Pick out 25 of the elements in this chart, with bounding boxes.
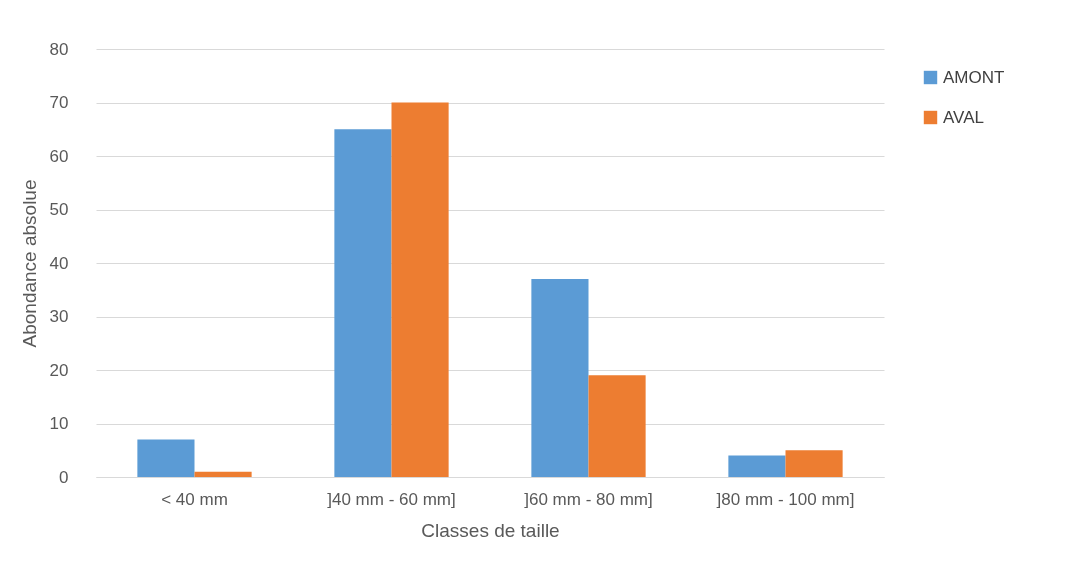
y-tick-label: 60 [49,146,69,166]
bar [391,102,449,477]
y-tick-label: 50 [49,200,69,219]
y-tick-label: 10 [49,414,69,433]
x-tick-label: ]40 mm - 60 mm] [327,489,456,509]
y-tick-label: 20 [49,360,69,380]
y-axis-title: Abondance absolue [18,179,40,348]
x-tick-label: < 40 mm [161,489,228,509]
bar [194,471,252,477]
y-tick-label: 80 [49,39,69,59]
legend-label: AMONT [943,67,1005,87]
y-tick-label: 70 [49,93,69,112]
bar [785,450,843,477]
y-tick-label: 40 [49,253,69,273]
y-tick-label: 0 [59,467,69,487]
bar [334,129,392,477]
legend-label: AVAL [943,107,984,127]
bar [588,375,646,477]
bar [137,439,195,477]
bar [728,455,786,477]
y-tick-label: 30 [49,307,69,326]
x-tick-label: ]60 mm - 80 mm] [524,489,653,509]
bar [531,279,589,477]
x-tick-label: ]80 mm - 100 mm] [716,489,855,509]
x-axis-title: Classes de taille [421,519,560,541]
